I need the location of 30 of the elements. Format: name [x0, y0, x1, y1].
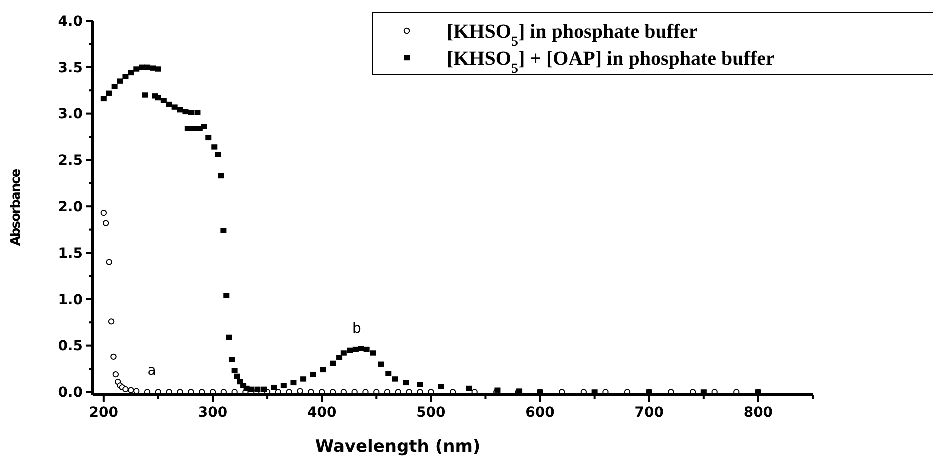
y-tick-label: 0.5 — [58, 338, 83, 355]
point — [102, 220, 110, 226]
x-tick-label: 300 — [198, 405, 228, 421]
y-tick-label: 4.0 — [58, 14, 84, 30]
point — [108, 318, 115, 325]
y-axis-title: Absorbance — [9, 168, 24, 246]
x-tick-label: 200 — [89, 405, 119, 421]
point — [110, 354, 117, 360]
point — [112, 371, 120, 378]
y-tick-label: 1.0 — [58, 292, 84, 308]
x-axis-title: Wavelength (nm) — [315, 437, 481, 457]
y-tick-label: 2.5 — [58, 153, 83, 170]
x-tick-label: 500 — [416, 405, 446, 421]
y-tick-label: 1.5 — [58, 246, 83, 262]
point — [100, 210, 108, 216]
y-tick-label: 2.0 — [58, 200, 84, 216]
legend-label: [KHSO$_{5}$] + [OAP] in phosphate buffer — [447, 48, 775, 76]
point — [128, 387, 134, 394]
x-tick-label: 600 — [526, 405, 556, 421]
annotation: a — [148, 362, 156, 379]
point — [106, 259, 112, 266]
y-tick-label: 3.5 — [58, 60, 83, 76]
point — [122, 386, 129, 393]
y-tick-label: 3.0 — [58, 106, 84, 123]
x-tick-label: 800 — [744, 405, 774, 421]
legend-label: [KHSO$_{5}$] in phosphate buffer — [447, 21, 698, 50]
y-tick-label: 0.0 — [58, 385, 84, 402]
x-tick-label: 400 — [307, 405, 337, 421]
x-tick-label: 700 — [634, 405, 664, 421]
annotation: b — [352, 320, 362, 337]
